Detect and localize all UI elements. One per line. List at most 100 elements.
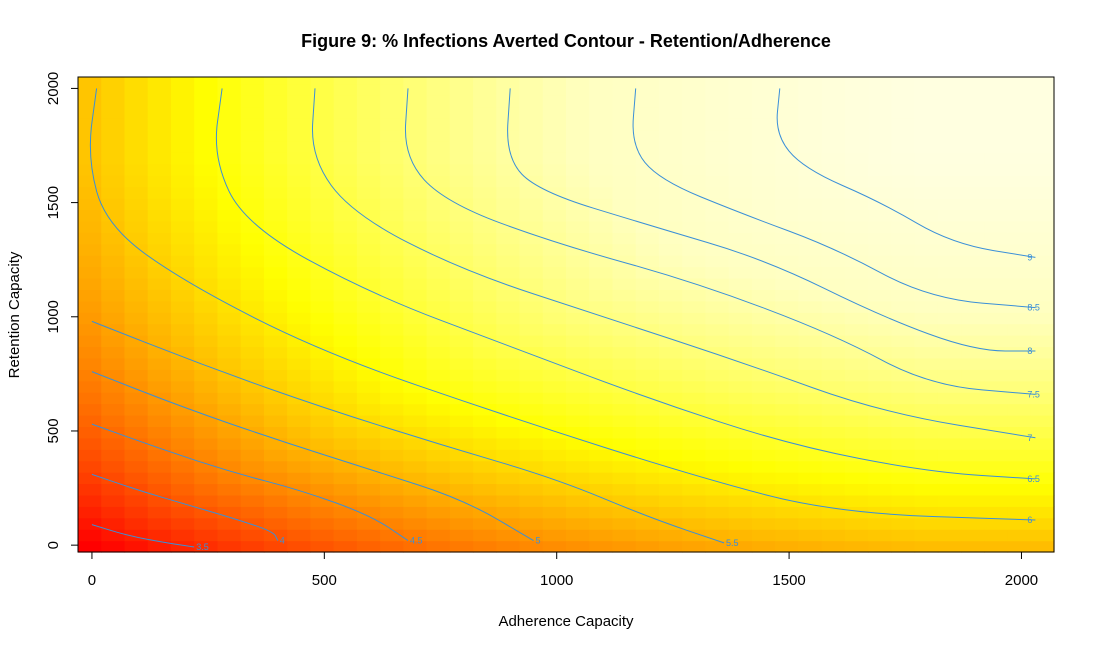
heatmap-cell [496,140,521,153]
heatmap-cell [798,517,823,530]
heatmap-cell [775,243,799,256]
heatmap-cell [635,403,660,416]
heatmap-cell [263,83,288,96]
heatmap-cell [914,323,939,336]
heatmap-cell [751,380,776,393]
heatmap-cell [658,95,683,108]
chart-title: Figure 9: % Infections Averted Contour -… [301,31,831,51]
heatmap-cell [635,220,660,233]
heatmap-cell [380,118,404,131]
heatmap-cell [589,369,614,382]
heatmap-cell [287,357,311,370]
heatmap-cell [658,209,683,222]
heatmap-cell [147,152,172,165]
heatmap-cell [1007,426,1032,439]
heatmap-cell [589,277,614,290]
heatmap-cell [891,540,916,553]
heatmap-cell [868,357,892,370]
heatmap-cell [589,175,614,188]
heatmap-cell [961,289,985,302]
heatmap-cell [658,483,683,496]
heatmap-cell [78,437,102,450]
heatmap-cell [542,118,567,131]
heatmap-cell [78,209,102,222]
heatmap-cell [961,494,985,507]
heatmap-cell [566,380,590,393]
heatmap-cell [658,106,683,119]
heatmap-cell [914,335,939,348]
heatmap-cell [287,77,311,85]
heatmap-cell [194,118,219,131]
heatmap-cell [728,186,753,199]
heatmap-cell [124,129,149,142]
heatmap-cell [519,186,544,199]
heatmap-cell [380,414,404,427]
heatmap-cell [449,426,474,439]
heatmap-cell [1007,449,1032,462]
heatmap-cell [751,266,776,279]
heatmap-cell [798,460,823,473]
heatmap-cell [1030,95,1055,108]
heatmap-cell [682,335,707,348]
heatmap-cell [612,517,637,530]
heatmap-cell [961,460,985,473]
heatmap-cell [984,175,1009,188]
heatmap-cell [751,483,776,496]
contour-line-6 [89,88,1036,521]
heatmap-cell [240,357,265,370]
heatmap-cell [728,335,753,348]
heatmap-cell [170,255,195,268]
heatmap-cell [937,369,962,382]
heatmap-cell [194,335,219,348]
heatmap-cell [658,77,683,85]
heatmap-cell [519,506,544,519]
heatmap-cell [1007,77,1032,85]
heatmap-cell [403,426,428,439]
heatmap-cell [380,517,404,530]
heatmap-cell [868,529,892,542]
heatmap-cell [682,346,707,359]
heatmap-cell [101,300,126,313]
heatmap-cell [101,517,126,530]
heatmap-cell [333,77,358,85]
heatmap-cell [1007,380,1032,393]
heatmap-cell [705,392,730,405]
heatmap-cell [937,209,962,222]
heatmap-cell [589,152,614,165]
heatmap-cell [263,277,288,290]
heatmap-cell [263,483,288,496]
heatmap-cell [101,198,126,211]
heatmap-cell [217,220,242,233]
heatmap-cell [240,118,265,131]
heatmap-cell [170,277,195,290]
heatmap-cell [170,506,195,519]
heatmap-cell [961,243,985,256]
heatmap-cell [589,106,614,119]
heatmap-cell [426,266,451,279]
contour-line-9 [776,88,1036,258]
x-tick-label: 0 [88,572,96,589]
heatmap-cell [868,129,892,142]
heatmap-cell [124,449,149,462]
heatmap-cell [263,380,288,393]
heatmap-cell [1007,483,1032,496]
heatmap-cell [403,369,428,382]
heatmap-cell [170,220,195,233]
heatmap-cell [542,289,567,302]
heatmap-cell [240,140,265,153]
heatmap-cell [170,163,195,176]
heatmap-cell [147,335,172,348]
heatmap-cell [891,437,916,450]
heatmap-cell [217,323,242,336]
heatmap-cell [449,403,474,416]
heatmap-cell [496,83,521,96]
heatmap-cell [728,357,753,370]
heatmap-cell [728,323,753,336]
heatmap-cell [147,506,172,519]
heatmap-cell [589,414,614,427]
heatmap-cell [217,403,242,416]
heatmap-cell [751,277,776,290]
heatmap-cell [147,460,172,473]
heatmap-cell [658,266,683,279]
heatmap-cell [566,175,590,188]
